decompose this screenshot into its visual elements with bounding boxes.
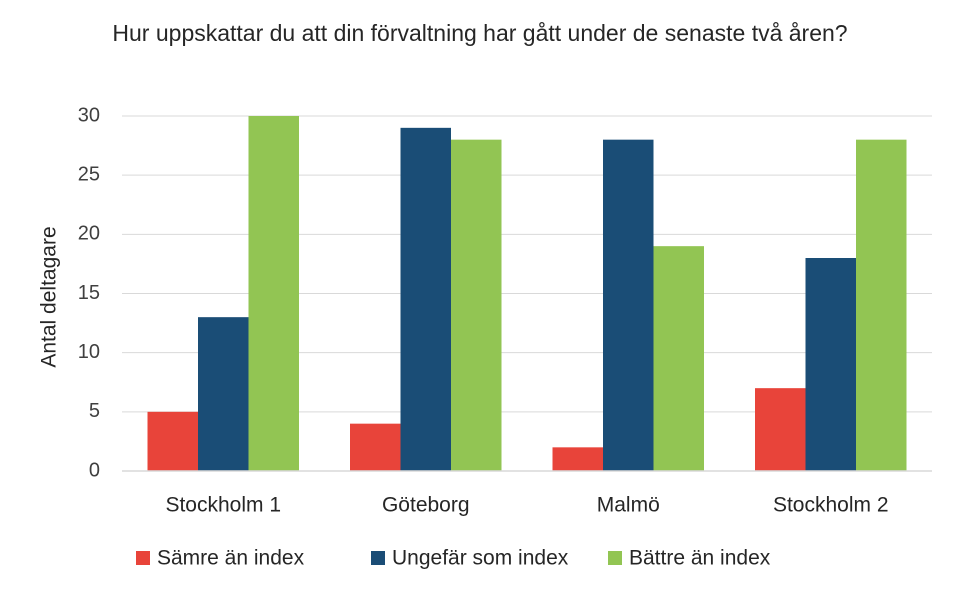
bar-s-mre-n-index-0 xyxy=(147,411,198,471)
y-axis-ticks: 0 5 10 15 20 25 30 xyxy=(78,104,100,481)
bar-b-ttre-n-index-2 xyxy=(653,246,704,471)
y-tick-label: 0 xyxy=(89,459,100,481)
legend-label: Ungefär som index xyxy=(392,547,569,570)
bar-ungef-r-som-index-1 xyxy=(400,127,451,471)
y-axis-label: Antal deltagare xyxy=(38,226,61,367)
y-tick-label: 15 xyxy=(78,282,100,304)
y-tick-label: 10 xyxy=(78,341,100,363)
legend-swatch xyxy=(136,551,150,565)
y-tick-label: 25 xyxy=(78,163,100,185)
y-tick-label: 30 xyxy=(78,104,100,126)
bar-ungef-r-som-index-3 xyxy=(805,258,856,471)
bar-ungef-r-som-index-2 xyxy=(603,139,654,471)
category-label: Stockholm 1 xyxy=(165,494,281,517)
legend-label: Sämre än index xyxy=(157,547,305,570)
bars xyxy=(147,116,907,471)
bar-b-ttre-n-index-3 xyxy=(856,139,907,471)
chart-title: Hur uppskattar du att din förvaltning ha… xyxy=(112,20,848,46)
legend-swatch xyxy=(608,551,622,565)
legend: Sämre än index Ungefär som index Bättre än… xyxy=(136,547,771,570)
legend-swatch xyxy=(371,551,385,565)
y-tick-label: 20 xyxy=(78,223,100,245)
category-labels: Stockholm 1 Göteborg Malmö Stockholm 2 xyxy=(165,494,888,517)
category-label: Göteborg xyxy=(382,494,470,517)
y-tick-label: 5 xyxy=(89,400,100,422)
legend-label: Bättre än index xyxy=(629,547,771,570)
category-label: Malmö xyxy=(597,494,660,517)
category-label: Stockholm 2 xyxy=(773,494,889,517)
bar-s-mre-n-index-1 xyxy=(350,423,401,471)
bar-ungef-r-som-index-0 xyxy=(198,317,249,471)
bar-s-mre-n-index-3 xyxy=(755,388,806,471)
bar-b-ttre-n-index-0 xyxy=(248,116,299,471)
bar-s-mre-n-index-2 xyxy=(552,447,603,471)
bar-b-ttre-n-index-1 xyxy=(451,139,502,471)
